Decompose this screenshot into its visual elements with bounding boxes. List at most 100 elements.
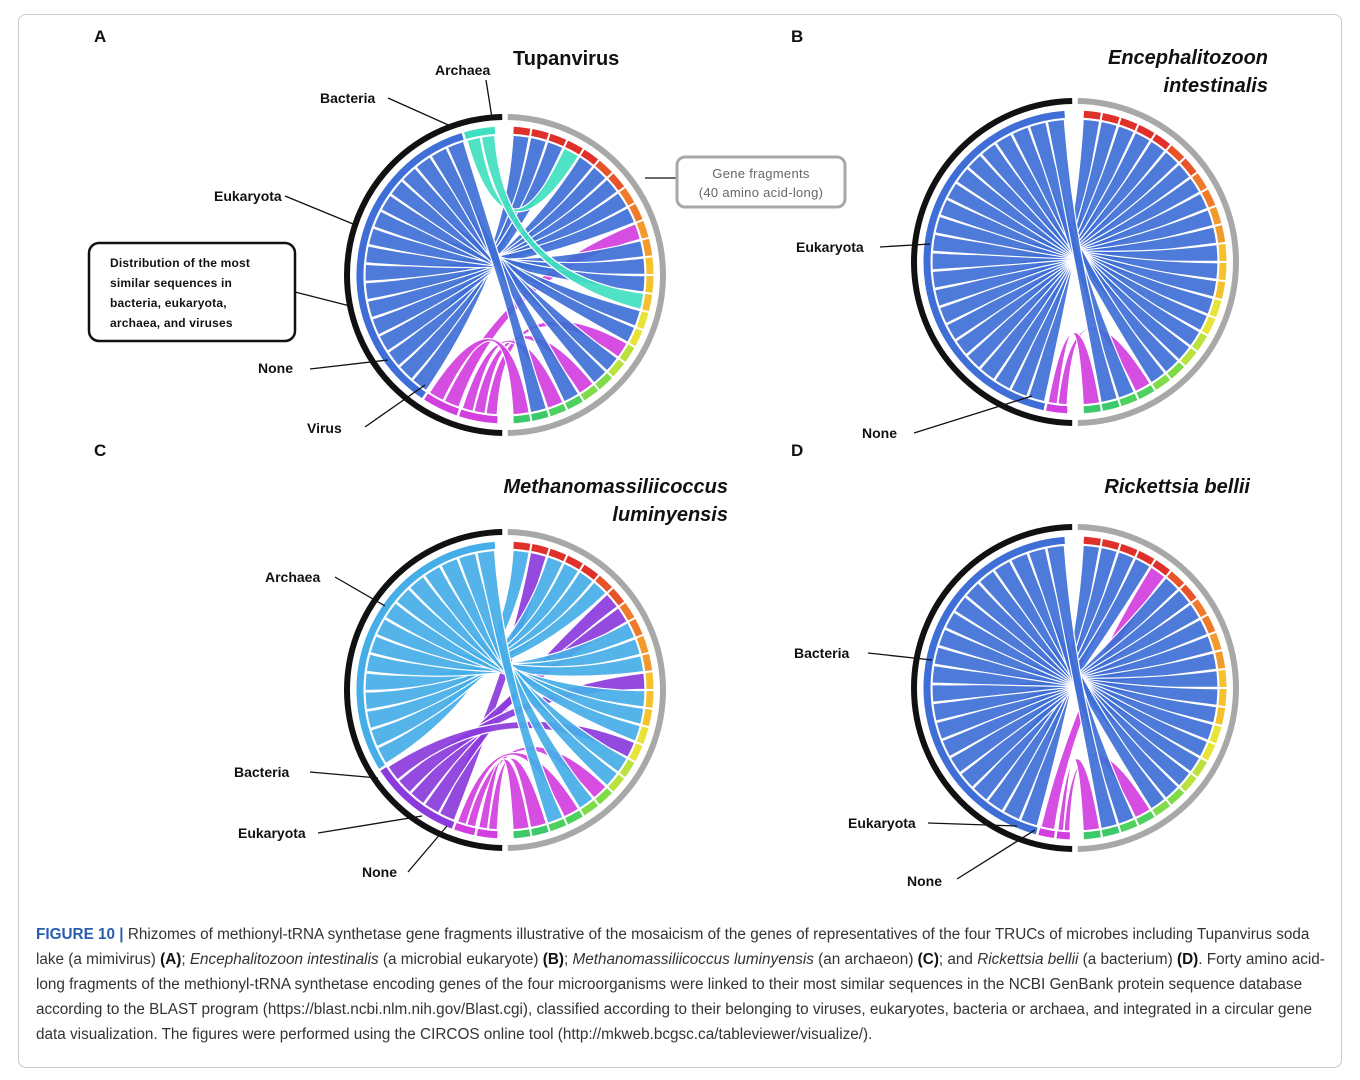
chord-ribbon — [440, 557, 619, 787]
label-eukaryota-d: Eukaryota — [848, 815, 916, 831]
gene-fragments-callout — [675, 155, 847, 209]
gene-fragment-tile — [629, 203, 643, 222]
panel-c-title-line2: luminyensis — [612, 504, 728, 526]
panel-c-title-line1: Methanomassiliicoccus — [503, 476, 728, 498]
leader-eukaryota-b — [879, 243, 931, 248]
outer-ring-fragments — [1077, 524, 1239, 852]
gene-fragment-tile — [580, 564, 599, 580]
panel-d-title: Rickettsia bellii — [1104, 476, 1250, 498]
outer-ring-hits — [911, 524, 1073, 852]
leader-none-c — [407, 825, 448, 873]
chord-ribbon — [487, 757, 548, 831]
gene-fragment-tile — [608, 359, 625, 377]
caption-ref-c: (C) — [917, 951, 939, 968]
label-bacteria: Bacteria — [320, 90, 375, 106]
label-none-d: None — [907, 873, 942, 889]
caption-text-6: ; and — [938, 951, 978, 968]
gene-fragment-tile — [1192, 173, 1207, 192]
label-virus: Virus — [307, 420, 342, 436]
leader-virus — [364, 384, 426, 428]
label-leaders-b — [879, 243, 1033, 434]
chord-ribbon — [931, 208, 1214, 290]
chord-ribbon — [933, 646, 1219, 706]
gene-fragment-tile — [548, 133, 567, 147]
hit-class-segment — [1056, 831, 1070, 840]
leader-none-d — [956, 829, 1036, 880]
gene-fragment-tile — [619, 759, 635, 777]
gene-fragment-tile — [636, 311, 649, 330]
gene-fragment-tile — [619, 344, 635, 362]
gene-fragment-tile — [1209, 299, 1222, 318]
gene-fragment-tile — [642, 293, 653, 312]
gene-fragment-tile — [642, 708, 653, 727]
chord-ribbon — [995, 133, 1180, 374]
chord-ribbon — [446, 140, 548, 414]
caption-species-1: Encephalitozoon intestinalis — [189, 951, 379, 968]
hit-class-segment — [356, 541, 496, 769]
hit-class-segment — [464, 126, 496, 139]
gene-fragment-tile — [1101, 400, 1120, 411]
gene-fragment-tile — [1215, 281, 1226, 299]
chord-ribbon — [408, 575, 642, 742]
chord-ribbon — [944, 611, 1214, 742]
gene-fragment-tile — [1180, 584, 1197, 602]
hit-class-segment — [923, 110, 1065, 411]
gene-fragment-tile — [636, 635, 649, 654]
gene-fragment-tile — [548, 403, 567, 417]
outer-ring-fragments — [1077, 98, 1239, 426]
chord-ribbon — [955, 167, 1209, 332]
caption-text-1: Rhizomes of methionyl-tRNA synthetase ge… — [36, 926, 1310, 968]
label-leaders-a — [284, 79, 677, 428]
gene-fragment-tile — [1180, 348, 1197, 366]
gene-fragment-tile — [1167, 571, 1185, 588]
circos-diagram-d — [911, 524, 1239, 852]
label-archaea: Archaea — [435, 62, 490, 78]
gene-fragment-tile — [548, 818, 567, 832]
gene-fragment-tile — [580, 149, 599, 165]
label-none-c: None — [362, 864, 397, 880]
panel-b-title-line2: intestinalis — [1164, 75, 1268, 97]
gene-fragment-tile — [1192, 332, 1207, 351]
gene-fragment-tile — [1218, 688, 1227, 707]
gene-fragment-tile — [565, 555, 583, 570]
chord-ribbon — [953, 595, 1209, 758]
hit-class-segment — [380, 767, 455, 829]
gene-fragment-tile — [1201, 316, 1216, 335]
gene-fragment-tile — [1180, 158, 1197, 176]
gene-fragment-tile — [1218, 243, 1227, 262]
gene-fragment-tile — [1152, 374, 1171, 390]
caption-text-2: ; — [181, 951, 190, 968]
caption-text-8: . Forty amino acid-long fragments of the… — [36, 951, 1325, 1043]
hit-class-segment — [1046, 403, 1068, 414]
distribution-line1: Distribution of the most — [110, 256, 250, 270]
hit-class-segment — [424, 393, 459, 416]
gene-fragment-tile — [1083, 110, 1101, 120]
leader-distribution — [294, 291, 351, 307]
caption-text-4: ; — [563, 951, 573, 968]
gene-fragment-tile — [1180, 774, 1197, 792]
chord-ribbon — [937, 628, 1218, 724]
gene-fragment-tile — [645, 275, 654, 293]
gene-fragment-tile — [513, 126, 531, 136]
gene-fragment-tile — [595, 373, 613, 390]
chord-ribbon — [395, 587, 645, 726]
gene-fragment-tile — [513, 829, 531, 839]
gene-fragment-tile — [1119, 819, 1138, 833]
gene-fragment-tile — [580, 800, 599, 816]
gene-fragment-tile — [548, 548, 567, 562]
gene-fragment-tile — [565, 140, 583, 155]
outer-ring-hits — [911, 98, 1073, 426]
leader-archaea — [485, 79, 493, 119]
gene-fragment-tile — [619, 603, 635, 621]
chord-ribbon — [380, 194, 642, 327]
gene-fragment-tile — [1101, 113, 1120, 124]
chord-ribbon — [384, 602, 646, 708]
chord-ribbon — [466, 136, 580, 213]
gene-fragment-tile — [1201, 615, 1216, 634]
chord-ribbon — [932, 634, 1214, 722]
label-leaders-c — [309, 576, 448, 873]
chord-ribbon — [1046, 118, 1119, 404]
gene-fragment-tile — [619, 188, 635, 206]
gene-fragment-tile — [1083, 536, 1101, 546]
leader-eukaryota — [284, 195, 359, 227]
